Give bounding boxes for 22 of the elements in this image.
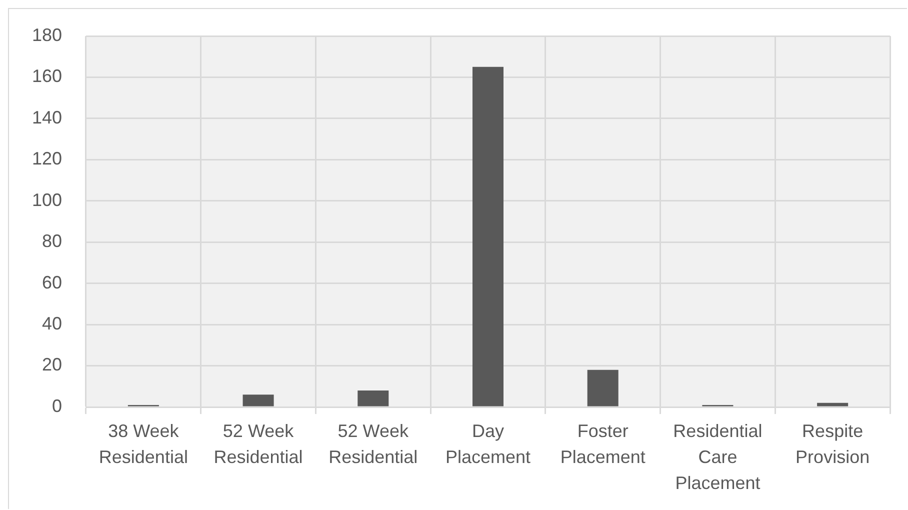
x-tick-label: 52 Week Residential xyxy=(328,421,418,468)
y-tick-label: 80 xyxy=(42,231,62,252)
bar xyxy=(817,402,848,406)
y-tick-label: 20 xyxy=(42,354,62,375)
bar xyxy=(587,370,618,406)
y-tick-label: 60 xyxy=(42,272,62,292)
bar xyxy=(358,390,389,406)
x-tick-label: Day Placement xyxy=(445,421,531,468)
x-tick-label: Respite Provision xyxy=(796,421,870,468)
y-tick-label: 180 xyxy=(32,24,62,45)
y-tick-label: 100 xyxy=(32,190,62,210)
x-tick-label: Residential Care Placement xyxy=(673,421,762,494)
y-tick-label: 0 xyxy=(52,396,62,416)
x-tick-label: Foster Placement xyxy=(560,421,646,468)
y-tick-label: 120 xyxy=(32,148,62,169)
y-tick-label: 160 xyxy=(32,66,62,86)
y-tick-label: 40 xyxy=(42,314,62,334)
x-tick-label: 38 Week Residential xyxy=(98,421,188,468)
bar xyxy=(472,66,504,406)
y-tick-label: 140 xyxy=(32,107,62,128)
bar xyxy=(242,394,274,406)
x-tick-label: 52 Week Residential xyxy=(214,421,303,468)
